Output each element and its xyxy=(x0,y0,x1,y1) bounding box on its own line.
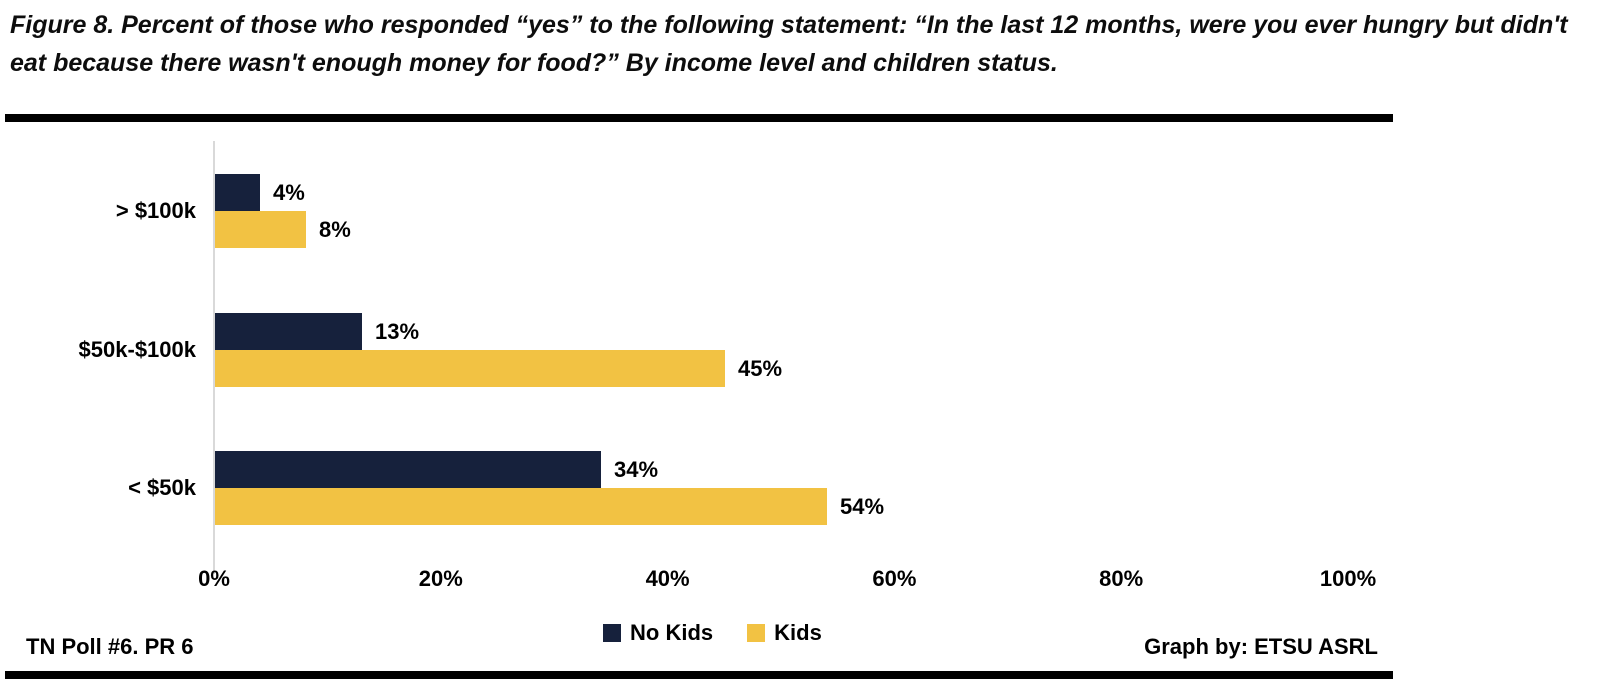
bar-value-label: 13% xyxy=(375,318,420,344)
x-tick-label: 60% xyxy=(872,566,917,591)
figure-title: Figure 8. Percent of those who responded… xyxy=(10,11,1568,77)
bar-no-kids xyxy=(215,174,260,211)
top-rule xyxy=(5,114,1393,122)
footer-credit: Graph by: ETSU ASRL xyxy=(1144,634,1378,659)
y-axis-line xyxy=(213,141,215,574)
bar-value-label: 8% xyxy=(319,217,351,242)
bottom-rule xyxy=(5,671,1393,679)
x-tick-label: 80% xyxy=(1099,566,1144,591)
bar-kids xyxy=(215,349,725,387)
footer-source: TN Poll #6. PR 6 xyxy=(26,634,194,659)
bar-no-kids xyxy=(215,451,601,488)
category-label: > $100k xyxy=(115,198,196,223)
x-tick-label: 20% xyxy=(418,566,463,591)
x-tick-label: 40% xyxy=(645,566,690,591)
bar-kids xyxy=(215,211,306,248)
bar-value-label: 54% xyxy=(840,494,885,519)
x-tick-label: 100% xyxy=(1319,566,1377,591)
bar-no-kids xyxy=(215,312,362,350)
category-label: $50k-$100k xyxy=(78,336,196,362)
category-label: < $50k xyxy=(128,475,196,500)
legend-swatch-icon xyxy=(747,624,766,642)
legend-item: No Kids xyxy=(603,620,713,646)
bar-kids xyxy=(215,488,827,525)
legend-label: Kids xyxy=(774,620,822,645)
x-tick-label: 0% xyxy=(198,566,230,591)
bar-value-label: 34% xyxy=(614,457,659,482)
legend-swatch-icon xyxy=(603,624,621,642)
legend-item: Kids xyxy=(747,620,822,646)
bar-group: > $100k 4% 8% xyxy=(0,174,1606,248)
chart-legend: No Kids Kids xyxy=(603,620,822,646)
legend-label: No Kids xyxy=(630,620,714,645)
bar-value-label: 45% xyxy=(738,355,783,381)
bar-value-label: 4% xyxy=(273,180,305,205)
bar-group: < $50k 34% 54% xyxy=(0,451,1606,525)
bar-group: $50k-$100k 13% 45% xyxy=(0,312,1606,387)
